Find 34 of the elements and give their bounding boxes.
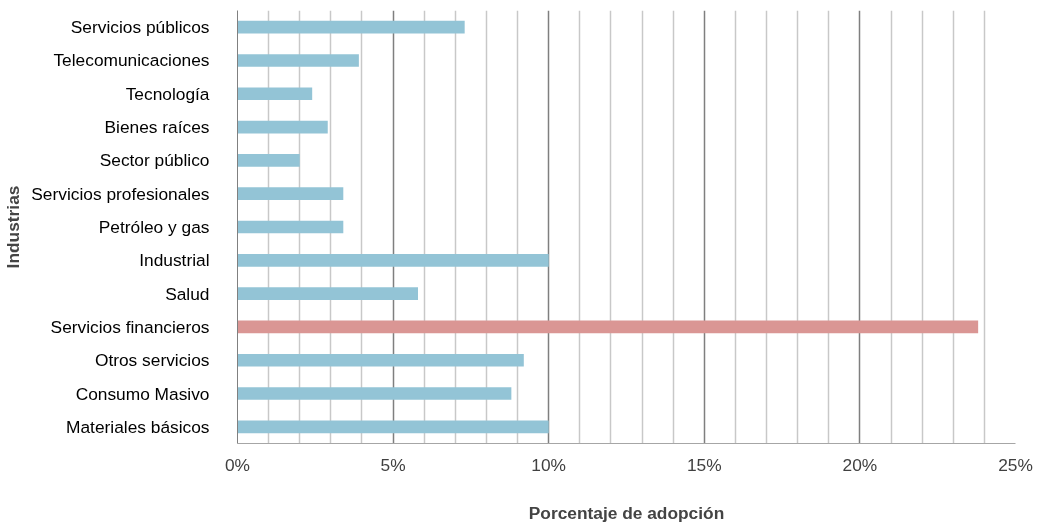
- bar: [237, 220, 344, 234]
- y-tick-label: Petróleo y gas: [98, 217, 210, 237]
- bar: [237, 320, 979, 334]
- y-tick-label: Industrial: [139, 250, 210, 271]
- bar: [237, 387, 512, 400]
- bar: [237, 54, 359, 67]
- y-tick-label: Telecomunicaciones: [53, 50, 210, 71]
- y-tick-label: Servicios financieros: [50, 316, 210, 337]
- x-tick-label: 15%: [686, 454, 722, 475]
- y-tick-label: Servicios públicos: [70, 17, 210, 38]
- bar: [237, 120, 328, 134]
- y-tick-label: Tecnología: [125, 83, 210, 104]
- x-tick-label: 20%: [842, 454, 878, 475]
- y-tick-label: Consumo Masivo: [75, 383, 210, 404]
- x-tick-label: 0%: [224, 454, 251, 475]
- x-tick-label: 10%: [531, 454, 567, 475]
- y-tick-label: Otros servicios: [94, 350, 210, 371]
- bar: [237, 20, 465, 34]
- y-tick-label: Materiales básicos: [66, 416, 210, 437]
- bar: [237, 253, 549, 267]
- bar: [237, 187, 344, 201]
- bar: [237, 87, 313, 101]
- bar: [237, 420, 549, 434]
- y-tick-label: Bienes raíces: [104, 117, 210, 138]
- y-tick-label: Sector público: [99, 150, 210, 171]
- y-tick-label: Servicios profesionales: [31, 183, 210, 204]
- x-tick-label: 25%: [998, 454, 1033, 475]
- y-axis-title: Industrias: [3, 185, 24, 269]
- x-axis-title: Porcentaje de adopción: [528, 502, 725, 523]
- x-tick-label: 5%: [380, 454, 406, 475]
- bar: [237, 287, 418, 300]
- y-tick-label: Salud: [165, 283, 210, 304]
- bar: [237, 154, 300, 167]
- bar: [237, 353, 524, 367]
